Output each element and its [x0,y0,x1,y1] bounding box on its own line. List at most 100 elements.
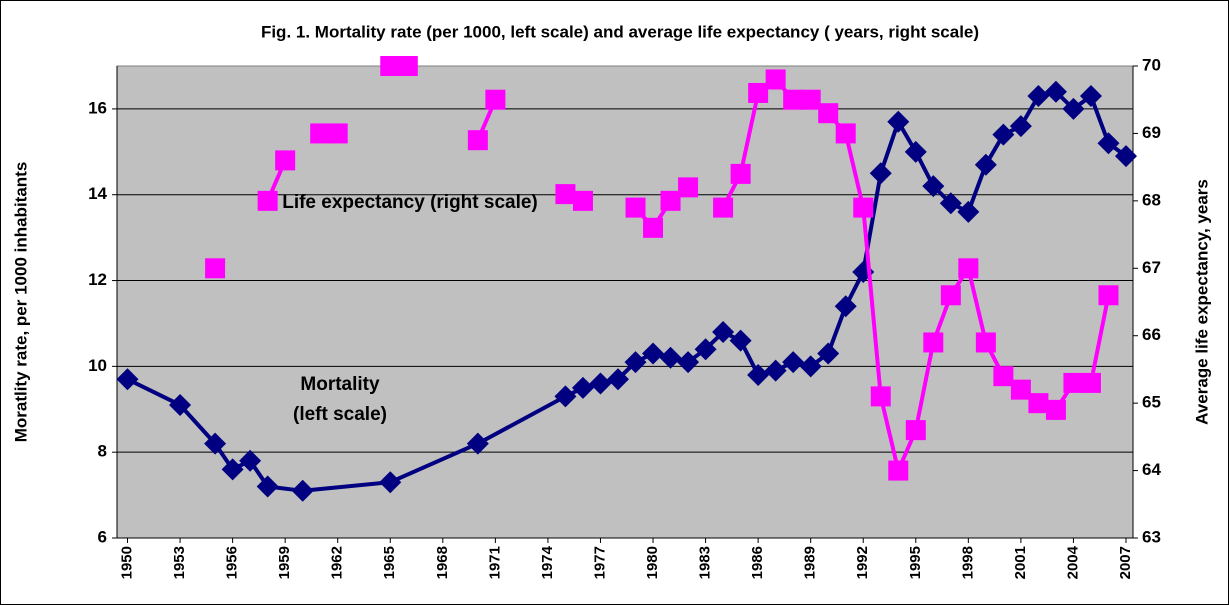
marker [116,368,139,391]
marker [782,351,805,374]
x-tick-label: 1992 [854,546,871,579]
marker [1114,145,1137,168]
y-tick-label: 8 [98,442,107,461]
marker [624,351,647,374]
marker [1044,80,1067,103]
marker [1098,285,1119,306]
x-tick-label: 2001 [1012,546,1029,579]
marker [1063,372,1084,393]
x-tick-label: 1950 [118,546,135,579]
marker [379,471,402,494]
marker [291,479,314,502]
x-tick-label: 1974 [539,545,556,579]
annotation: Mortality [300,374,380,395]
marker [485,89,506,110]
x-tick-label: 1977 [591,546,608,579]
y-tick-label: 14 [88,184,107,203]
marker [589,372,612,395]
marker [467,130,488,151]
marker [1045,399,1066,420]
marker [957,200,980,223]
marker [870,386,891,407]
marker [923,332,944,353]
x-tick-label: 1959 [276,546,293,579]
marker [466,432,489,455]
x-tick-label: 1995 [907,546,924,579]
marker [257,190,278,211]
marker [818,103,839,124]
marker [713,197,734,218]
marker [853,197,874,218]
marker [1080,372,1101,393]
marker [904,140,927,163]
marker [310,123,331,144]
y-tick-label: 10 [88,356,107,375]
y-tick-label: 16 [88,98,107,117]
marker [800,89,821,110]
marker [992,123,1015,146]
marker [905,420,926,441]
x-tick-label: 1956 [224,546,241,579]
marker [606,368,629,391]
x-tick-label: 1971 [486,546,503,579]
marker [834,295,857,318]
y-tick-label: 12 [88,270,107,289]
marker [555,184,576,205]
x-tick-label: 2007 [1117,546,1134,579]
marker [1027,85,1050,108]
x-tick-label: 1983 [697,546,714,579]
marker [817,342,840,365]
marker [660,190,681,211]
marker [958,258,979,279]
marker [380,56,401,76]
marker [712,321,735,344]
marker [572,190,593,211]
marker [764,359,787,382]
x-tick-label: 1989 [802,546,819,579]
y2-tick-label: 65 [1142,393,1161,412]
marker [694,338,717,361]
y-axis-label: Moratlity rate, per 1000 inhabitants [11,162,30,443]
chart-title: Fig. 1. Mortality rate (per 1000, left s… [261,22,979,41]
marker [571,376,594,399]
marker [1097,132,1120,155]
marker [975,332,996,353]
x-tick-label: 1962 [329,546,346,579]
marker [204,432,227,455]
marker [835,123,856,144]
marker [869,162,892,185]
marker [169,393,192,416]
marker [1009,115,1032,138]
y2-tick-label: 63 [1142,527,1161,546]
marker [887,110,910,133]
marker [625,197,646,218]
marker [940,285,961,306]
x-tick-label: 2004 [1064,545,1081,579]
marker [205,258,226,279]
marker [256,475,279,498]
plot-area [116,65,1134,539]
marker [765,69,786,90]
marker [1028,393,1049,414]
marker [730,163,751,184]
x-tick-label: 1998 [959,546,976,579]
marker [327,123,348,144]
y2-tick-label: 64 [1142,460,1161,479]
marker [783,89,804,110]
marker [677,351,700,374]
y-tick-label: 6 [98,527,107,546]
marker [729,329,752,352]
annotation: (left scale) [293,404,387,425]
y2-tick-label: 67 [1142,258,1161,277]
marker [643,217,664,238]
marker [974,153,997,176]
marker [747,363,770,386]
x-tick-label: 1965 [381,546,398,579]
marker [678,177,699,198]
y2-tick-label: 69 [1142,123,1161,142]
y2-tick-label: 68 [1142,190,1161,209]
marker [275,150,296,171]
annotation: Life expectancy (right scale) [282,192,538,213]
